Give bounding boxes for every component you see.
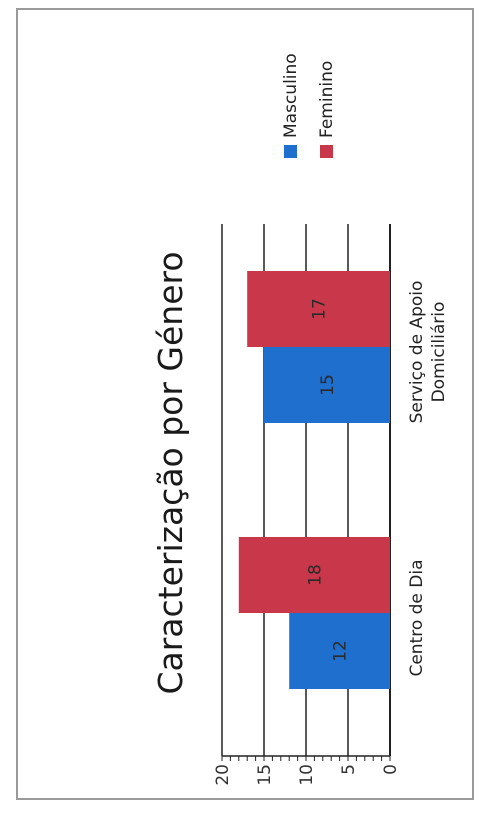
x-category-label: Serviço de Apoio Domiciliário	[407, 281, 449, 424]
legend-swatch	[320, 145, 333, 158]
bar-feminino	[247, 271, 390, 347]
chart-frame	[16, 8, 474, 800]
y-tick-label: 15	[255, 764, 275, 786]
bar-feminino	[238, 537, 390, 613]
chart-title: Caracterização por Género	[151, 251, 190, 694]
x-category-label-line: Centro de Dia	[407, 559, 427, 676]
data-label: 17	[310, 298, 330, 320]
legend-label: Masculino	[281, 53, 301, 138]
data-label: 15	[318, 374, 338, 396]
y-tick-label: 5	[339, 764, 359, 775]
data-label: 18	[305, 564, 325, 586]
data-label: 12	[331, 640, 351, 662]
x-category-label: Centro de Dia	[407, 559, 427, 676]
x-category-label-line: Serviço de Apoio	[407, 281, 427, 424]
y-tick-label: 0	[381, 764, 401, 775]
y-tick-label: 20	[213, 764, 233, 786]
bar-masculino	[289, 613, 391, 689]
bar-masculino	[264, 347, 390, 423]
legend-label: Feminino	[317, 61, 337, 138]
y-tick-label: 10	[297, 764, 317, 786]
chart-rotated-group: Caracterização por Género 0 5 10 15 20 12 18 Cen…	[151, 53, 449, 785]
legend-swatch	[284, 145, 297, 158]
x-category-label-line: Domiciliário	[429, 302, 449, 403]
